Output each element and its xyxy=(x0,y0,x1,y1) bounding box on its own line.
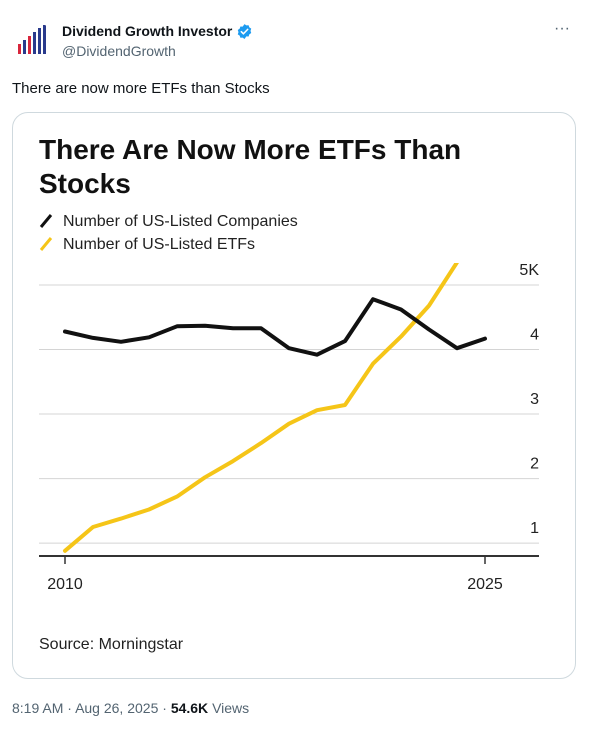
series-line-etfs xyxy=(63,263,459,553)
chart-y-ticks: 5K 4 3 2 1 xyxy=(519,262,539,537)
author-names: Dividend Growth Investor @DividendGrowth xyxy=(62,22,253,61)
chart-title-line-2: Stocks xyxy=(39,168,131,199)
meta-separator: · xyxy=(67,700,72,716)
verified-badge-icon xyxy=(238,23,252,39)
legend-label-etfs: Number of US-Listed ETFs xyxy=(63,236,255,253)
y-tick-label-3: 3 xyxy=(530,391,539,408)
chart-grid xyxy=(39,284,539,557)
y-tick-label-1: 1 xyxy=(530,520,539,537)
chart-source: Source: Morningstar xyxy=(39,636,184,653)
handle[interactable]: @DividendGrowth xyxy=(62,43,176,59)
x-tick-label-2025: 2025 xyxy=(467,576,503,593)
legend-swatch-etfs xyxy=(39,237,53,251)
chart-image-card[interactable]: There Are Now More ETFs Than Stocks Numb… xyxy=(12,112,576,679)
chart-legend: Number of US-Listed Companies Number of … xyxy=(39,213,298,253)
bar-logo-icon xyxy=(18,25,46,54)
more-options-icon[interactable]: ··· xyxy=(554,20,570,37)
y-tick-label-2: 2 xyxy=(530,456,539,473)
avatar[interactable] xyxy=(12,20,52,60)
chart-x-ticks: 2010 2025 xyxy=(47,556,503,593)
y-tick-label-5: 5K xyxy=(519,262,539,279)
legend-swatch-companies xyxy=(39,214,53,228)
display-name-row[interactable]: Dividend Growth Investor xyxy=(62,22,253,40)
display-name[interactable]: Dividend Growth Investor xyxy=(62,23,233,39)
legend-label-companies: Number of US-Listed Companies xyxy=(63,213,298,230)
x-tick-label-2010: 2010 xyxy=(47,576,83,593)
tweet-meta: 8:19 AM · Aug 26, 2025 · 54.6K Views xyxy=(12,699,249,717)
series-line-companies xyxy=(63,297,487,357)
y-tick-label-4: 4 xyxy=(530,327,539,344)
views-count[interactable]: 54.6K xyxy=(170,700,209,716)
tweet-text: There are now more ETFs than Stocks xyxy=(12,80,270,97)
tweet-date[interactable]: Aug 26, 2025 xyxy=(75,700,159,716)
tweet-time[interactable]: 8:19 AM xyxy=(12,700,64,716)
chart: There Are Now More ETFs Than Stocks Numb… xyxy=(39,134,539,653)
tweet-header: Dividend Growth Investor @DividendGrowth… xyxy=(12,18,578,66)
views-label: Views xyxy=(212,700,250,716)
chart-title-line-1: There Are Now More ETFs Than xyxy=(39,134,461,165)
chart-series xyxy=(63,263,487,553)
meta-separator-2: · xyxy=(162,700,167,716)
